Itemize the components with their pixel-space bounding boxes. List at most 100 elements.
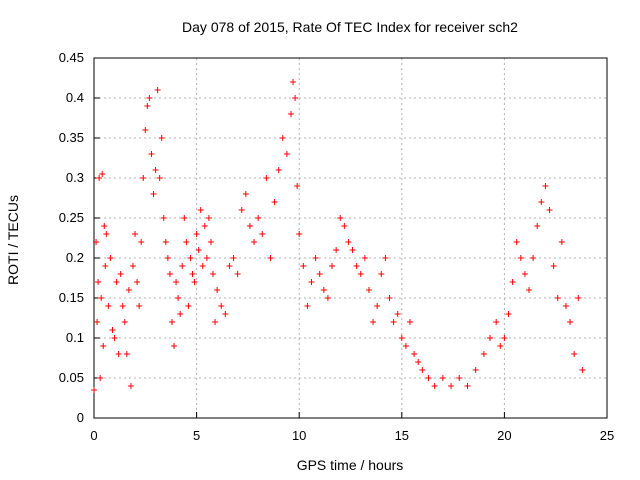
- chart-title: Day 078 of 2015, Rate Of TEC Index for r…: [182, 19, 518, 35]
- data-point: [242, 191, 249, 197]
- data-point: [448, 383, 455, 389]
- data-point: [538, 199, 545, 205]
- data-point: [251, 239, 258, 245]
- data-point: [517, 255, 524, 261]
- data-point: [290, 79, 297, 85]
- data-point: [365, 287, 372, 293]
- data-point: [271, 199, 278, 205]
- data-point: [345, 239, 352, 245]
- data-point: [255, 215, 262, 221]
- x-tick-label: 0: [90, 428, 97, 443]
- data-point: [98, 295, 105, 301]
- data-point: [415, 359, 422, 365]
- data-point: [107, 255, 114, 261]
- x-axis-label: GPS time / hours: [297, 457, 404, 473]
- data-point: [197, 207, 204, 213]
- data-point: [333, 247, 340, 253]
- data-point: [431, 383, 438, 389]
- data-point: [142, 127, 149, 133]
- data-point: [550, 263, 557, 269]
- data-point: [187, 255, 194, 261]
- data-point: [222, 311, 229, 317]
- data-point: [152, 167, 159, 173]
- data-point: [304, 303, 311, 309]
- data-point: [238, 207, 245, 213]
- points-layer: [91, 79, 586, 393]
- data-point: [425, 375, 432, 381]
- data-point: [150, 191, 157, 197]
- data-point: [173, 279, 180, 285]
- y-tick-label: 0.2: [66, 250, 84, 265]
- data-point: [95, 279, 102, 285]
- x-tick-layer: 0 5 10 15 20 25: [90, 412, 614, 443]
- data-point: [292, 95, 299, 101]
- data-point: [91, 387, 97, 393]
- data-point: [259, 231, 266, 237]
- data-point: [308, 279, 315, 285]
- data-point: [195, 247, 202, 253]
- data-point: [125, 287, 132, 293]
- data-point: [193, 231, 200, 237]
- x-tick-label: 10: [292, 428, 306, 443]
- data-point: [132, 231, 139, 237]
- data-point: [136, 303, 143, 309]
- data-point: [179, 263, 186, 269]
- data-point: [402, 343, 409, 349]
- data-point: [205, 215, 212, 221]
- data-point: [234, 271, 241, 277]
- data-point: [509, 279, 516, 285]
- data-point: [411, 351, 418, 357]
- data-point: [493, 319, 500, 325]
- data-point: [294, 183, 301, 189]
- data-point: [386, 295, 393, 301]
- data-point: [101, 223, 108, 229]
- data-point: [263, 175, 270, 181]
- data-point: [129, 263, 136, 269]
- data-point: [267, 255, 274, 261]
- data-point: [407, 319, 414, 325]
- data-point: [127, 383, 134, 389]
- data-point: [398, 335, 405, 341]
- y-tick-label: 0: [77, 410, 84, 425]
- data-point: [115, 351, 122, 357]
- data-point: [134, 279, 141, 285]
- data-point: [113, 279, 120, 285]
- y-tick-label: 0.4: [66, 90, 84, 105]
- data-point: [146, 95, 153, 101]
- data-point: [94, 319, 101, 325]
- x-tick-label: 5: [193, 428, 200, 443]
- data-point: [246, 223, 253, 229]
- data-point: [185, 303, 192, 309]
- data-point: [472, 367, 479, 373]
- data-point: [154, 87, 161, 93]
- data-point: [181, 215, 188, 221]
- data-point: [320, 287, 327, 293]
- data-point: [505, 311, 512, 317]
- data-point: [144, 103, 151, 109]
- data-point: [324, 295, 331, 301]
- data-point: [99, 171, 106, 177]
- data-point: [370, 319, 377, 325]
- data-point: [102, 263, 109, 269]
- data-point: [341, 223, 348, 229]
- data-point: [168, 319, 175, 325]
- data-point: [439, 375, 446, 381]
- data-point: [199, 263, 206, 269]
- data-point: [300, 263, 307, 269]
- data-point: [100, 343, 107, 349]
- data-point: [123, 351, 130, 357]
- data-point: [521, 271, 528, 277]
- data-point: [162, 239, 169, 245]
- data-point: [534, 223, 541, 229]
- data-point: [96, 175, 103, 181]
- data-point: [316, 271, 323, 277]
- data-point: [93, 239, 100, 245]
- data-point: [283, 151, 290, 157]
- data-point: [353, 263, 360, 269]
- x-tick-label: 25: [600, 428, 614, 443]
- data-point: [296, 231, 303, 237]
- data-point: [312, 255, 319, 261]
- data-point: [287, 111, 294, 117]
